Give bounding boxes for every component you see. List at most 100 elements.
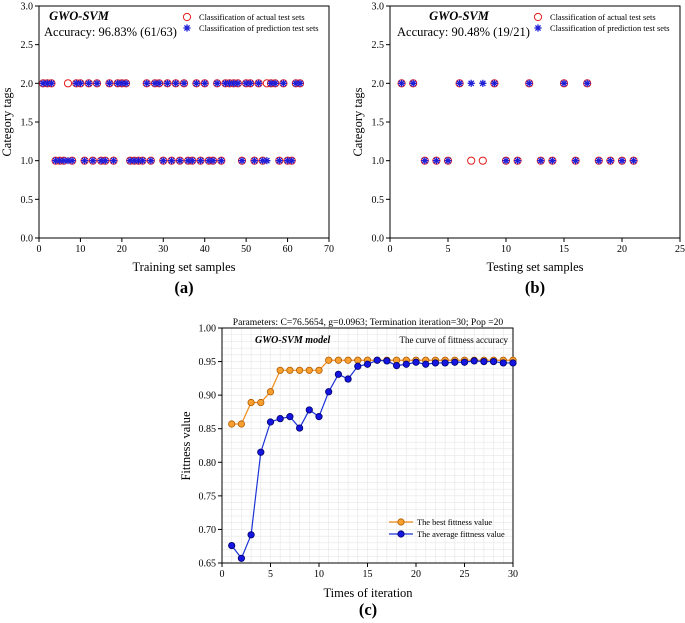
panel-c-axes: 0 5 10 15 20 25 30 0.65 0.70 0.75 0.80 0.85 0.90 0.95… (199, 324, 519, 581)
predicted-point (105, 79, 114, 87)
average-fitness-point (470, 357, 478, 365)
predicted-point (296, 79, 304, 87)
y-tick-label: 0.85 (199, 424, 217, 435)
average-fitness-point (228, 541, 236, 550)
average-fitness-point (344, 375, 352, 383)
best-fitness-point (315, 366, 323, 374)
x-tick-label: 5 (446, 244, 451, 255)
panel-b-accuracy: Accuracy: 90.48% (19/21) (397, 25, 530, 39)
predicted-point (221, 79, 230, 87)
y-tick-label: 1.0 (372, 156, 385, 167)
x-tick-label: 30 (508, 569, 518, 580)
predicted-point (456, 79, 464, 87)
predicted-point (444, 157, 452, 165)
panel-a-training-chart: 0 10 20 30 40 50 60 70 0.0 0.5 1.0 1.5 2.0 2.5 3.0 GWO… (0, 2, 334, 298)
average-fitness-point (266, 418, 275, 426)
predicted-point (56, 157, 64, 165)
panel-c-title: Parameters: C=76.5654, g=0.0963; Termina… (233, 317, 504, 328)
predicted-point (39, 79, 47, 87)
predicted-point (47, 79, 56, 87)
x-tick-label: 25 (675, 244, 685, 255)
predicted-point (72, 79, 80, 87)
y-tick-label: 0.5 (372, 195, 385, 206)
panel-a-legend-predicted-label: Classification of prediction test sets (199, 24, 319, 33)
actual-point (467, 156, 476, 165)
y-tick-label: 2.0 (372, 79, 385, 90)
predicted-point (230, 79, 238, 87)
best-fitness-point (257, 398, 265, 407)
average-fitness-point (499, 359, 507, 367)
predicted-point (606, 157, 614, 165)
x-tick-label: 0 (388, 244, 393, 255)
panel-a-accuracy: Accuracy: 96.83% (61/63) (44, 25, 177, 39)
predicted-point (114, 79, 122, 87)
predicted-point (97, 157, 105, 165)
average-fitness-point (460, 358, 469, 366)
predicted-point (421, 157, 429, 165)
predicted-point (259, 157, 267, 165)
average-fitness-point (315, 413, 323, 421)
predicted-point (537, 157, 545, 165)
panel-a-axes: 0 10 20 30 40 50 60 70 0.0 0.5 1.0 1.5 2.0 2.5 3.0 (21, 2, 335, 256)
predicted-point (126, 157, 134, 165)
predicted-point (201, 79, 209, 87)
panel-b-legend-actual-label: Classification of actual test sets (550, 13, 656, 22)
predicted-point (242, 79, 250, 87)
panel-c-label: (c) (359, 600, 377, 619)
x-tick-label: 20 (117, 244, 127, 255)
average-fitness-point (363, 360, 372, 368)
predicted-point (288, 157, 296, 165)
predicted-point (155, 79, 163, 87)
best-fitness-point (295, 366, 304, 374)
panel-c-fitness-chart: 0 5 10 15 20 25 30 0.65 0.70 0.75 0.80 0.85 0.90 0.95… (179, 317, 518, 619)
predicted-point (188, 157, 196, 165)
predicted-point (234, 79, 242, 87)
average-fitness-point (334, 370, 342, 378)
panel-c-ylabel: Fittness value (179, 411, 193, 481)
predicted-point (134, 157, 143, 165)
panel-a-plot-frame (38, 5, 330, 239)
best-fitness-point (266, 388, 275, 396)
predicted-point (502, 157, 510, 165)
predicted-point (76, 79, 85, 87)
predicted-point (490, 79, 498, 87)
predicted-point (68, 157, 76, 165)
x-tick-label: 40 (200, 244, 210, 255)
predicted-point (275, 157, 283, 165)
predicted-point (467, 79, 475, 87)
average-fitness-point (451, 358, 459, 366)
predicted-point (283, 157, 292, 165)
panel-a-legend: Classification of actual test sets Class… (182, 12, 319, 33)
actual-point (478, 156, 487, 165)
predicted-point (246, 79, 254, 87)
best-fitness-point (325, 356, 333, 364)
predicted-point (398, 79, 406, 87)
y-tick-label: 3.0 (21, 2, 34, 13)
panel-c-legend-average-marker (397, 530, 405, 538)
x-tick-label: 50 (241, 244, 251, 255)
best-fitness-point (247, 398, 255, 407)
y-tick-label: 1.5 (21, 118, 34, 129)
predicted-point (80, 157, 89, 165)
average-fitness-point (392, 361, 401, 370)
average-fitness-point (431, 359, 439, 367)
predicted-point (213, 79, 221, 87)
legend-asterisk (183, 24, 191, 32)
predicted-point (196, 157, 205, 165)
best-fitness-point (305, 366, 313, 374)
predicted-point (560, 79, 568, 87)
average-fitness-point (257, 448, 265, 456)
predicted-point (263, 157, 271, 165)
panel-b-plot-frame (389, 5, 681, 239)
panel-a-legend-predicted-marker (183, 24, 191, 32)
panel-c-grid (222, 328, 513, 563)
average-fitness-point (489, 357, 498, 366)
predicted-point (184, 157, 192, 165)
y-tick-label: 0.65 (199, 559, 217, 570)
predicted-point (432, 157, 440, 165)
predicted-point (267, 79, 275, 87)
x-tick-label: 20 (617, 244, 627, 255)
average-fitness-point (412, 358, 420, 366)
panel-b-ylabel: Category tags (351, 87, 365, 156)
y-tick-label: 0.95 (199, 357, 217, 368)
